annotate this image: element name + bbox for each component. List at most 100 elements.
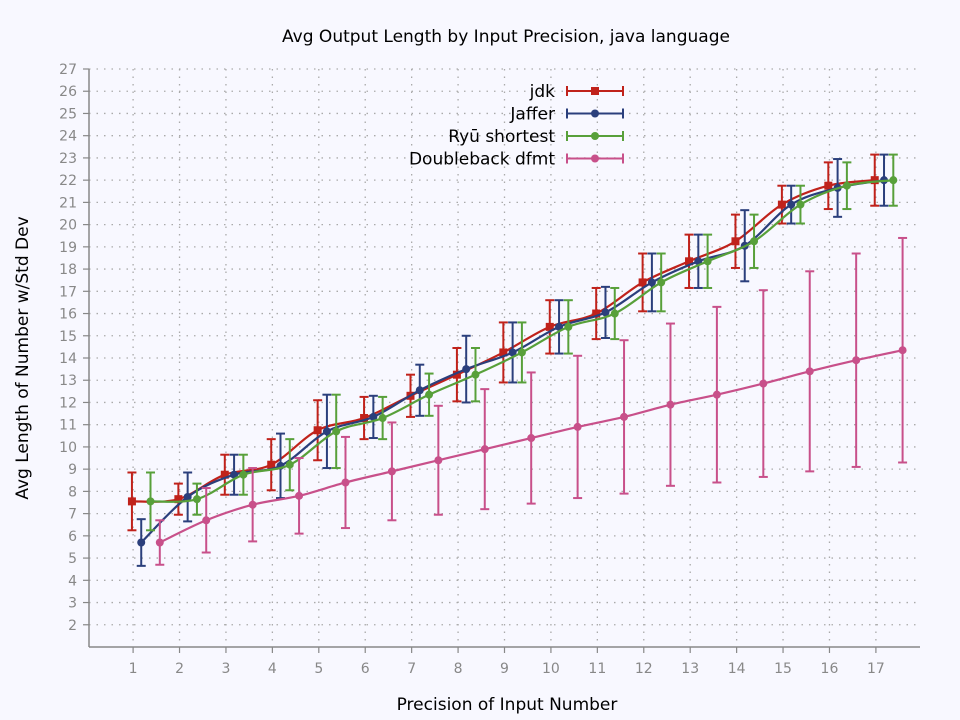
data-point <box>712 390 721 399</box>
series-group <box>127 153 908 567</box>
legend-label: Jaffer <box>509 105 555 125</box>
data-point <box>146 497 155 506</box>
data-point <box>573 422 582 431</box>
data-point <box>387 467 396 476</box>
data-point <box>759 379 768 388</box>
data-point <box>527 434 536 443</box>
x-tick-label: 10 <box>542 661 560 677</box>
data-point <box>332 427 341 436</box>
data-point <box>517 348 526 357</box>
x-tick-label: 11 <box>588 661 606 677</box>
y-tick-label: 14 <box>59 351 77 367</box>
data-point <box>898 346 907 355</box>
x-tick-label: 13 <box>681 661 699 677</box>
data-point <box>480 445 489 454</box>
data-point <box>592 309 601 318</box>
data-point <box>462 365 471 374</box>
axes <box>83 68 920 653</box>
y-tick-label: 22 <box>59 173 77 189</box>
y-tick-label: 17 <box>59 284 77 300</box>
legend-marker <box>591 87 599 95</box>
x-tick-label: 3 <box>221 661 230 677</box>
data-point <box>285 460 294 469</box>
data-point <box>239 470 248 479</box>
series-0 <box>127 153 880 532</box>
data-point <box>796 200 805 209</box>
x-tick-label: 4 <box>268 661 277 677</box>
data-point <box>555 322 564 331</box>
x-axis-label: Precision of Input Number <box>397 695 618 715</box>
series-2 <box>146 153 898 532</box>
y-tick-label: 9 <box>68 462 77 478</box>
data-point <box>137 538 146 547</box>
data-point <box>267 460 276 469</box>
x-tick-label: 2 <box>175 661 184 677</box>
y-tick-label: 16 <box>59 307 77 323</box>
x-tick-label: 6 <box>361 661 370 677</box>
y-tick-label: 27 <box>59 62 77 78</box>
legend-label: Ryū shortest <box>448 127 555 147</box>
y-tick-label: 12 <box>59 395 77 411</box>
data-point <box>415 386 424 395</box>
x-tick-label: 5 <box>314 661 323 677</box>
legend-marker <box>591 154 599 163</box>
data-point <box>824 181 833 190</box>
y-tick-label: 2 <box>68 618 77 634</box>
y-tick-label: 25 <box>59 106 77 122</box>
x-tick-label: 12 <box>635 661 653 677</box>
y-tick-label: 21 <box>59 195 77 211</box>
x-tick-label: 17 <box>867 661 885 677</box>
chart-title: Avg Output Length by Input Precision, ja… <box>282 27 730 47</box>
data-point <box>852 356 861 365</box>
y-tick-label: 24 <box>59 129 77 145</box>
data-point <box>248 500 257 509</box>
data-point <box>369 412 378 421</box>
data-point <box>787 200 796 209</box>
y-tick-label: 18 <box>59 262 77 278</box>
data-point <box>657 278 666 287</box>
y-tick-label: 4 <box>68 573 77 589</box>
x-tick-label: 1 <box>129 661 138 677</box>
x-tick-label: 16 <box>821 661 839 677</box>
y-tick-label: 13 <box>59 373 77 389</box>
data-point <box>620 412 629 421</box>
data-point <box>174 495 183 504</box>
y-tick-label: 15 <box>59 329 77 345</box>
legend-label: Doubleback dfmt <box>409 150 555 170</box>
legend-item-0: jdk <box>529 82 624 102</box>
data-point <box>471 370 480 379</box>
y-tick-label: 6 <box>68 529 77 545</box>
x-tick-labels: 1 2 3 4 5 6 7 8 9 10 11 12 13 14 15 16 17 <box>129 661 885 677</box>
x-tick-label: 14 <box>728 661 746 677</box>
data-point <box>777 200 786 209</box>
data-point <box>508 348 517 357</box>
y-tick-label: 23 <box>59 151 77 167</box>
legend-item-2: Ryū shortest <box>448 127 624 147</box>
data-point <box>685 257 694 266</box>
data-point <box>731 237 740 246</box>
y-tick-labels: 2345678910111213141516171819202122232425… <box>59 62 77 634</box>
y-tick-label: 5 <box>68 551 77 567</box>
data-point <box>360 414 369 423</box>
y-tick-label: 10 <box>59 440 77 456</box>
legend-item-3: Doubleback dfmt <box>409 150 624 170</box>
data-point <box>564 322 573 331</box>
data-point <box>425 390 434 399</box>
legend-marker <box>591 132 599 140</box>
data-point <box>870 176 879 185</box>
data-point <box>703 257 712 266</box>
y-tick-label: 26 <box>59 84 77 100</box>
y-tick-label: 8 <box>68 484 77 500</box>
data-point <box>313 426 322 435</box>
series-3 <box>155 236 908 566</box>
data-point <box>842 181 851 190</box>
data-point <box>202 516 211 525</box>
data-point <box>499 348 508 357</box>
y-tick-label: 7 <box>68 507 77 523</box>
data-point <box>647 278 656 287</box>
data-point <box>322 427 331 436</box>
data-point <box>378 414 387 423</box>
